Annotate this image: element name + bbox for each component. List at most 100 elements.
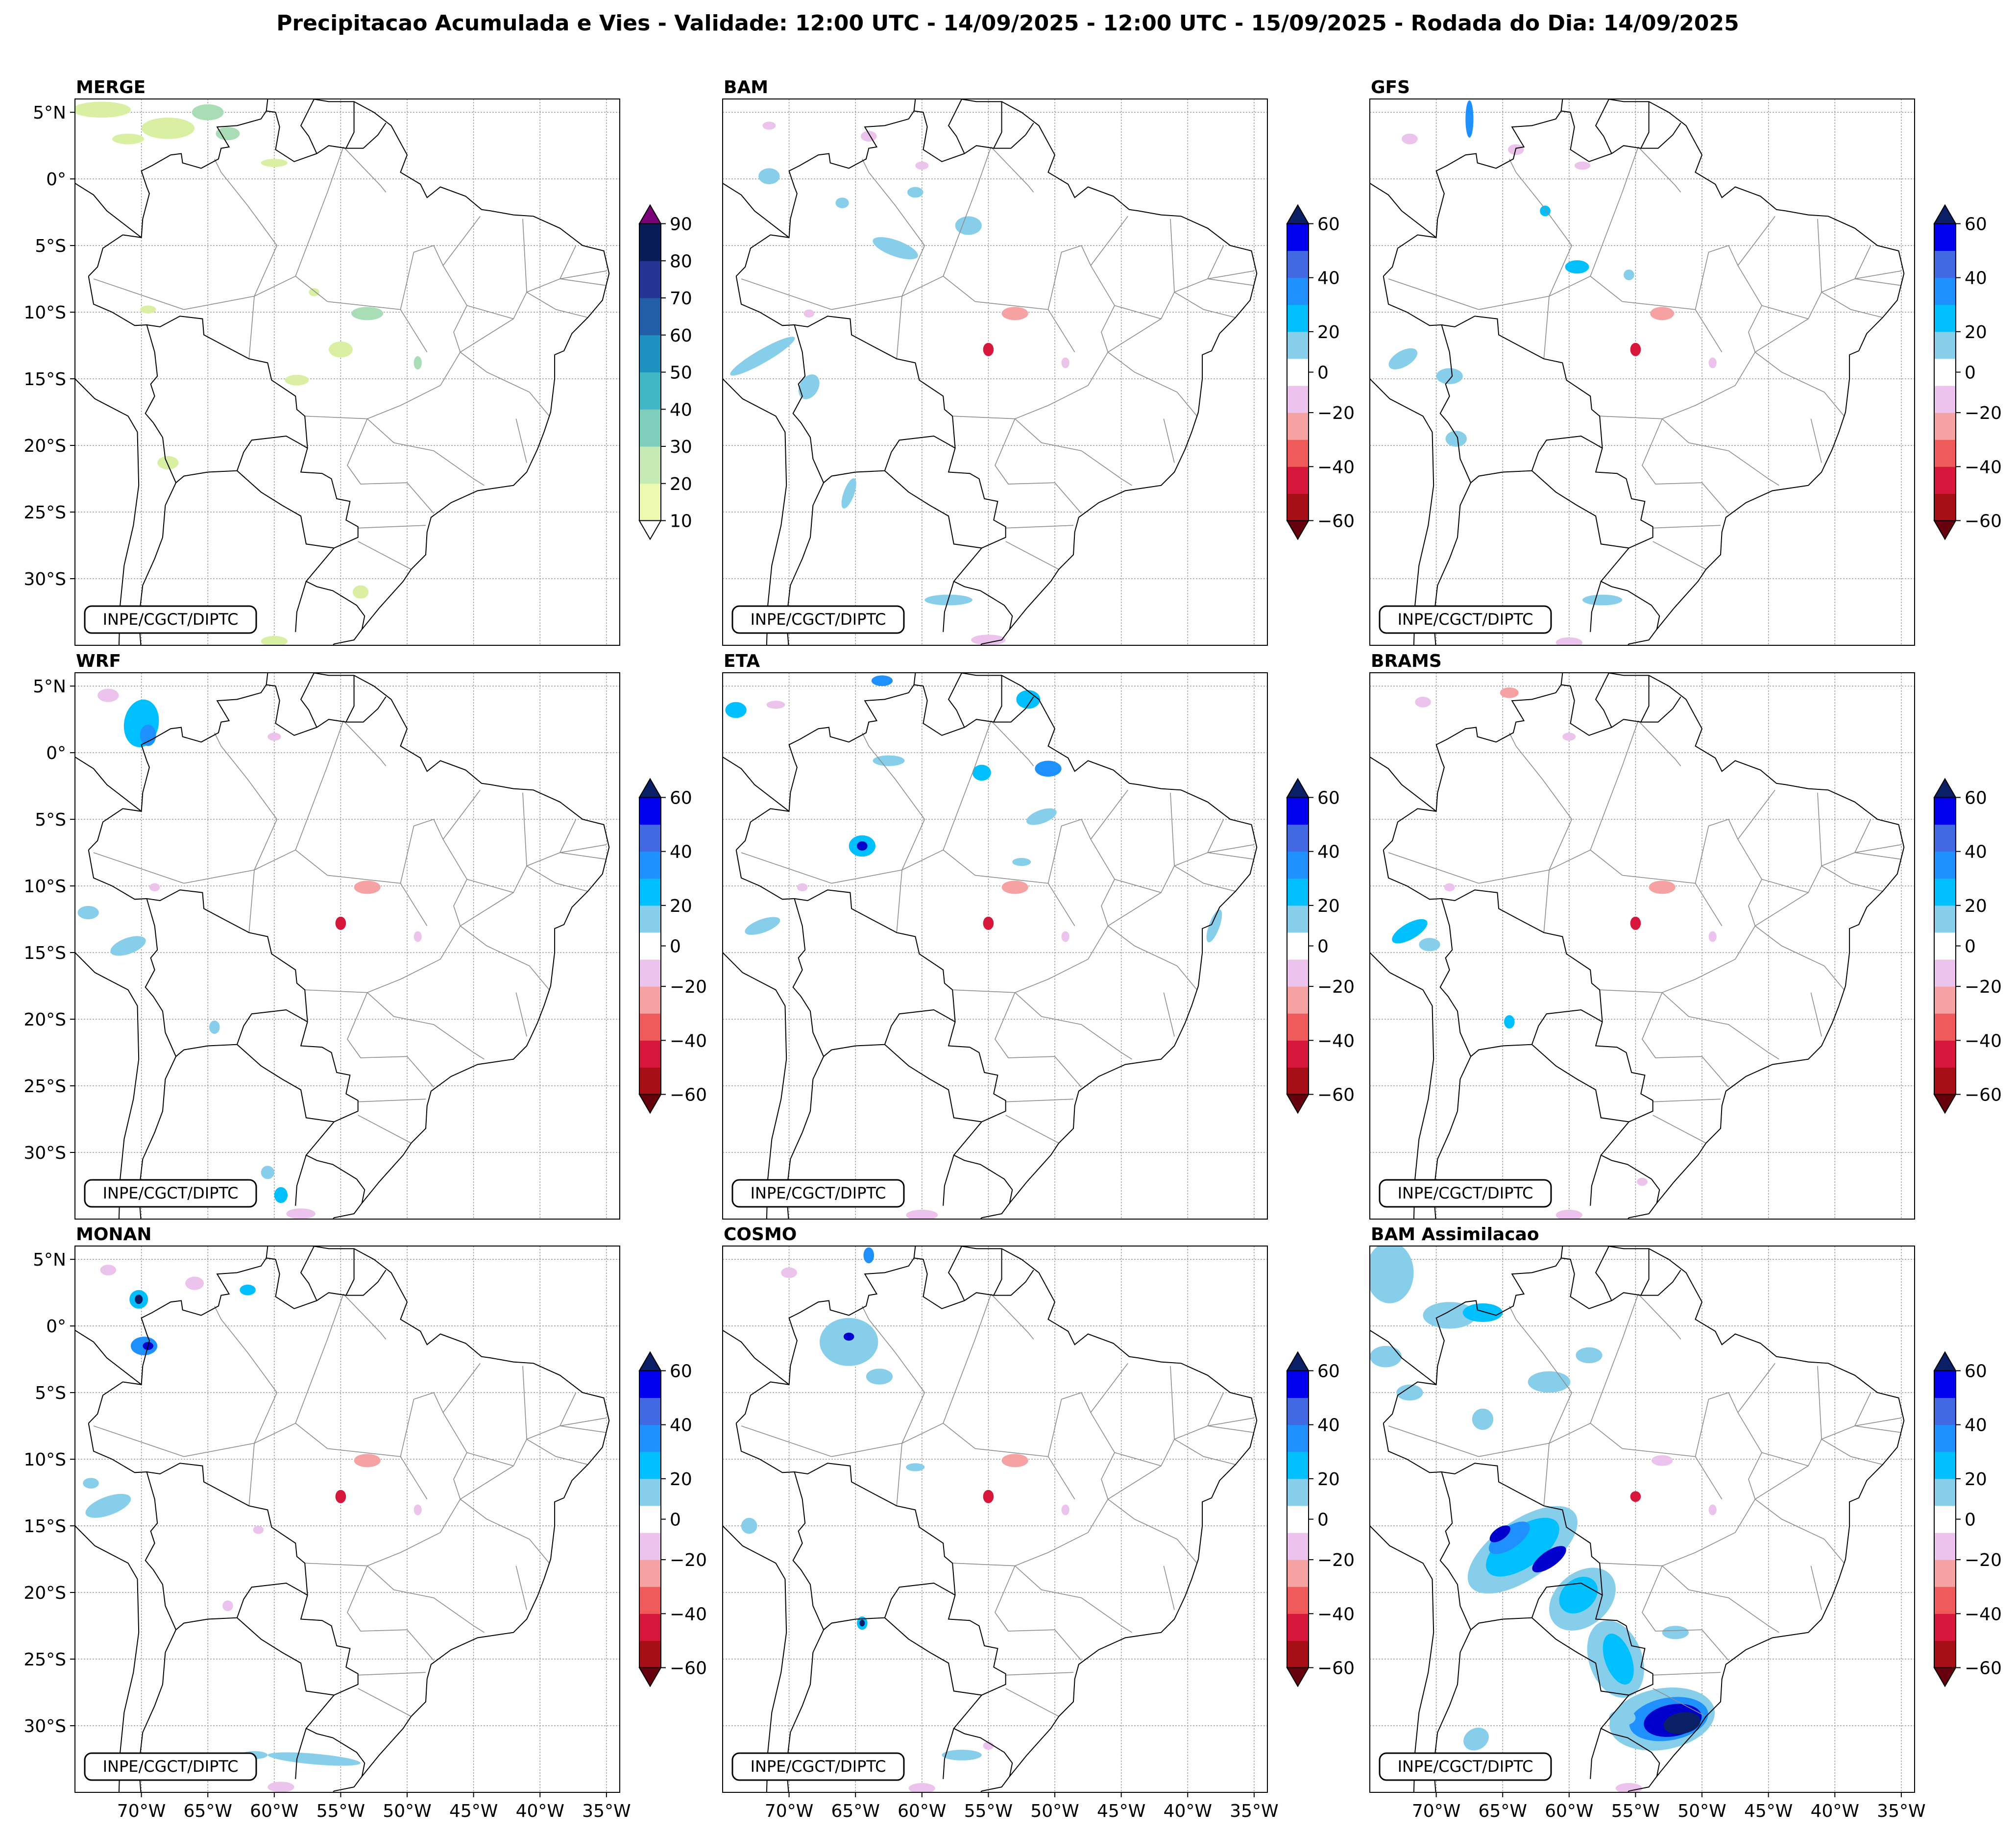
map-frame [1369, 1246, 1915, 1793]
coastline [1370, 952, 1434, 1219]
credit-box [1379, 1179, 1552, 1208]
state-border [1761, 219, 1822, 319]
lat-tick-label: 5°S [35, 236, 66, 256]
state-border [1207, 852, 1255, 860]
state-border [831, 275, 975, 310]
state-border [1207, 1425, 1255, 1433]
precip-blob [267, 733, 281, 741]
country-border [1383, 1423, 1660, 1777]
country-border [1439, 898, 1603, 1057]
colorbar: −60 −40 −20 0 20 40 60 [1933, 1351, 2002, 1687]
colorbar-tick-label: −60 [1317, 512, 1355, 532]
state-border [896, 296, 902, 359]
state-border [248, 1443, 255, 1506]
colorbar-tick-label: −40 [1965, 1604, 2002, 1624]
state-border [358, 541, 412, 570]
map-frame [722, 672, 1268, 1220]
colorbar-segment [639, 851, 661, 879]
coastline [1606, 99, 1905, 645]
precip-blob [762, 122, 776, 130]
precip-blob [1016, 690, 1041, 709]
state-border [1755, 926, 1845, 990]
precip-blob [873, 237, 918, 260]
colorbar-segment [1287, 331, 1309, 359]
precip-blob [1370, 1246, 1414, 1303]
colorbar-segment [1934, 1614, 1956, 1641]
colorbar-tick-label: −40 [1317, 1031, 1355, 1051]
colorbar-segment [639, 1614, 661, 1641]
lat-tick-label: 20°S [24, 436, 66, 456]
colorbar-segment [1287, 440, 1309, 467]
colorbar-segment [1287, 493, 1309, 521]
lat-tick-label: 15°S [24, 369, 66, 390]
map-panel-2: BAM INPE/CGCT/DIPTC −60 −40 −20 0 20 40 60 [722, 77, 1355, 646]
state-border [1388, 278, 1479, 310]
colorbar-segment [1934, 331, 1956, 359]
state-border [1662, 1565, 1779, 1633]
state-border [295, 720, 344, 850]
country-border [145, 898, 308, 1057]
lat-tick-label: 10°S [24, 877, 66, 897]
precip-blob [1624, 269, 1634, 280]
lon-tick-label: 70°W [765, 1801, 813, 1821]
credit-box [731, 605, 905, 634]
coastline [1370, 1525, 1434, 1792]
state-border [1854, 1425, 1902, 1433]
lat-tick-label: 0° [46, 1317, 66, 1337]
state-border [214, 733, 278, 870]
credit-label: INPE/CGCT/DIPTC [103, 1757, 239, 1776]
state-border [1590, 1294, 1639, 1423]
state-border [1652, 1115, 1706, 1144]
precip-blob [1370, 1345, 1402, 1368]
country-border [1370, 756, 1437, 812]
state-border [460, 926, 550, 990]
lon-tick-label: 70°W [117, 1801, 166, 1821]
colorbar-segment [639, 1370, 661, 1398]
colorbar-segment [1934, 986, 1956, 1014]
colorbar-segment [639, 1424, 661, 1452]
state-border [515, 1565, 527, 1610]
map-frame [74, 672, 620, 1220]
map-panel-1: MERGE INPE/CGCT/DIPTC 5°N 0° 5°S 10°S 15°S 20°S… [24, 77, 692, 646]
state-border [1114, 792, 1175, 893]
precip-blob [149, 883, 160, 892]
colorbar-tick-label: 60 [1317, 788, 1340, 808]
colorbar-segment [1934, 1067, 1956, 1095]
lon-tick-label: 45°W [1097, 1801, 1145, 1821]
coastline [723, 378, 787, 645]
state-border [1174, 292, 1236, 318]
country-border [75, 1329, 142, 1385]
colorbar-segment [1934, 851, 1956, 879]
lat-tick-label: 5°S [35, 810, 66, 830]
country-border [88, 1423, 365, 1777]
country-border [993, 675, 1002, 723]
country-border [345, 675, 355, 723]
state-border [1479, 275, 1623, 310]
state-border [1207, 1418, 1255, 1426]
colorbar-tick-label: 40 [670, 400, 692, 420]
state-border [943, 1294, 992, 1423]
precip-blob [1445, 431, 1467, 447]
state-border [466, 219, 527, 319]
precip-blob [1206, 909, 1222, 943]
colorbar-segment [639, 905, 661, 933]
precip-blob [75, 101, 131, 118]
lat-tick-label: 20°S [24, 1010, 66, 1030]
precip-blob [329, 342, 353, 358]
precip-blob [1444, 883, 1455, 892]
lat-tick-label: 30°S [24, 1716, 66, 1736]
country-border [1640, 1248, 1650, 1296]
colorbar-segment [1287, 1614, 1309, 1641]
state-border [1163, 418, 1175, 463]
precip-blob [725, 702, 747, 718]
state-border [741, 1425, 832, 1457]
colorbar-segment [1287, 1640, 1309, 1668]
precip-blob [1026, 808, 1057, 825]
precip-blob [253, 1526, 264, 1534]
colorbar: 10 20 30 40 50 60 70 80 90 [638, 204, 692, 540]
colorbar-tick-label: 60 [1965, 1362, 1987, 1382]
state-border [295, 1294, 344, 1423]
colorbar-segment [1287, 466, 1309, 494]
state-border [93, 278, 184, 310]
coastline [75, 952, 140, 1219]
